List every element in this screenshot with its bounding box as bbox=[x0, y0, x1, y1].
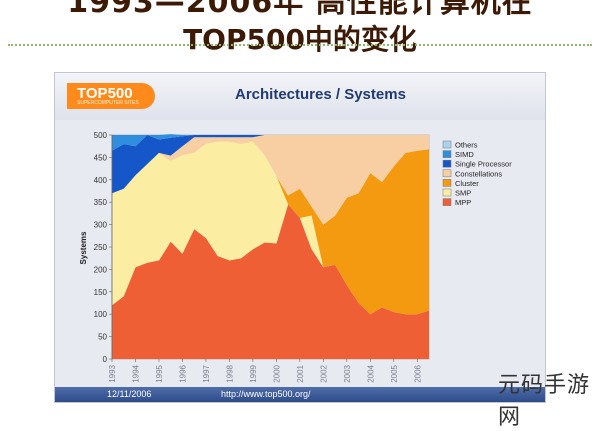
x-tick-label: 1993 bbox=[108, 364, 117, 382]
series-area-simd bbox=[112, 134, 429, 151]
series-area-cluster bbox=[112, 141, 429, 315]
legend-swatch-mpp bbox=[442, 198, 452, 206]
page-heading: 1993—2006年 高性能计算机在 TOP500中的变化 bbox=[0, 0, 600, 58]
y-tick-label: 0 bbox=[103, 355, 108, 364]
series-area-single-processor bbox=[112, 135, 429, 194]
series-area-mpp bbox=[112, 204, 429, 359]
legend-label: Others bbox=[455, 141, 478, 150]
logo-text: TOP500 bbox=[77, 85, 133, 102]
y-axis: 0 50 100 150 200 250 300 350 400 450 500 bbox=[94, 131, 113, 364]
y-tick-label: 250 bbox=[94, 243, 108, 252]
x-tick-label: 1999 bbox=[249, 364, 258, 382]
footer-bar: 12/11/2006 http://www.top500.org/ bbox=[55, 387, 545, 402]
x-axis: 1993 1994 1995 1996 1997 1998 1999 2000 2001 2002… bbox=[108, 359, 422, 383]
x-tick-label: 1995 bbox=[155, 364, 164, 382]
y-tick-label: 200 bbox=[94, 265, 108, 274]
legend-label: Constellations bbox=[455, 169, 502, 178]
x-tick-label: 1994 bbox=[131, 364, 140, 382]
y-tick-label: 50 bbox=[98, 333, 107, 342]
series-area-constellations bbox=[112, 135, 429, 225]
x-tick-label: 2001 bbox=[296, 364, 305, 382]
watermark-text: 元码手游网 bbox=[498, 373, 591, 430]
y-tick-label: 450 bbox=[94, 153, 108, 162]
series-areas bbox=[112, 134, 429, 359]
x-tick-label: 1996 bbox=[178, 364, 187, 382]
legend-label: SMP bbox=[455, 189, 471, 198]
legend-label: SIMD bbox=[455, 150, 474, 159]
logo-subtitle: SUPERCOMPUTER SITES bbox=[77, 100, 139, 106]
legend-label: Single Processor bbox=[455, 160, 512, 169]
legend-swatch-smp bbox=[442, 188, 452, 197]
y-tick-label: 400 bbox=[94, 176, 108, 185]
chart-slide: TOP500 SUPERCOMPUTER SITES Architectures… bbox=[54, 72, 546, 403]
legend-swatch-others bbox=[442, 140, 452, 149]
x-tick-label: 2002 bbox=[319, 364, 328, 382]
top500-logo: TOP500 SUPERCOMPUTER SITES bbox=[67, 83, 155, 109]
heading-line-1: 1993—2006年 高性能计算机在 bbox=[67, 0, 533, 20]
dotted-divider bbox=[8, 44, 592, 46]
legend-label: MPP bbox=[455, 198, 471, 207]
x-tick-label: 2004 bbox=[366, 364, 375, 382]
legend-swatch-simd bbox=[442, 150, 452, 158]
x-tick-label: 2000 bbox=[272, 364, 281, 382]
x-tick-label: 2003 bbox=[343, 364, 352, 382]
x-tick-label: 2006 bbox=[413, 364, 422, 382]
chart-title: Architectures / Systems bbox=[235, 86, 406, 103]
x-tick-label: 1997 bbox=[202, 364, 211, 382]
legend-swatch-cluster bbox=[442, 179, 452, 187]
series-area-smp bbox=[112, 141, 429, 315]
slide-header: TOP500 SUPERCOMPUTER SITES Architectures… bbox=[55, 73, 545, 120]
x-tick-label: 2005 bbox=[390, 364, 399, 382]
x-tick-label: 1998 bbox=[225, 364, 234, 382]
legend-label: Cluster bbox=[455, 179, 479, 188]
legend-swatch-single-processor bbox=[442, 159, 452, 168]
y-tick-label: 500 bbox=[94, 131, 108, 140]
y-tick-label: 300 bbox=[94, 221, 108, 230]
legend-swatch-constellations bbox=[442, 169, 452, 178]
y-tick-label: 150 bbox=[94, 288, 108, 297]
footer-date: 12/11/2006 bbox=[107, 389, 152, 399]
heading-line-2: TOP500中的变化 bbox=[183, 23, 417, 56]
y-tick-label: 350 bbox=[94, 198, 108, 207]
y-axis-label: Systems bbox=[79, 231, 88, 264]
footer-url[interactable]: http://www.top500.org/ bbox=[221, 389, 311, 399]
y-tick-label: 100 bbox=[94, 310, 108, 319]
